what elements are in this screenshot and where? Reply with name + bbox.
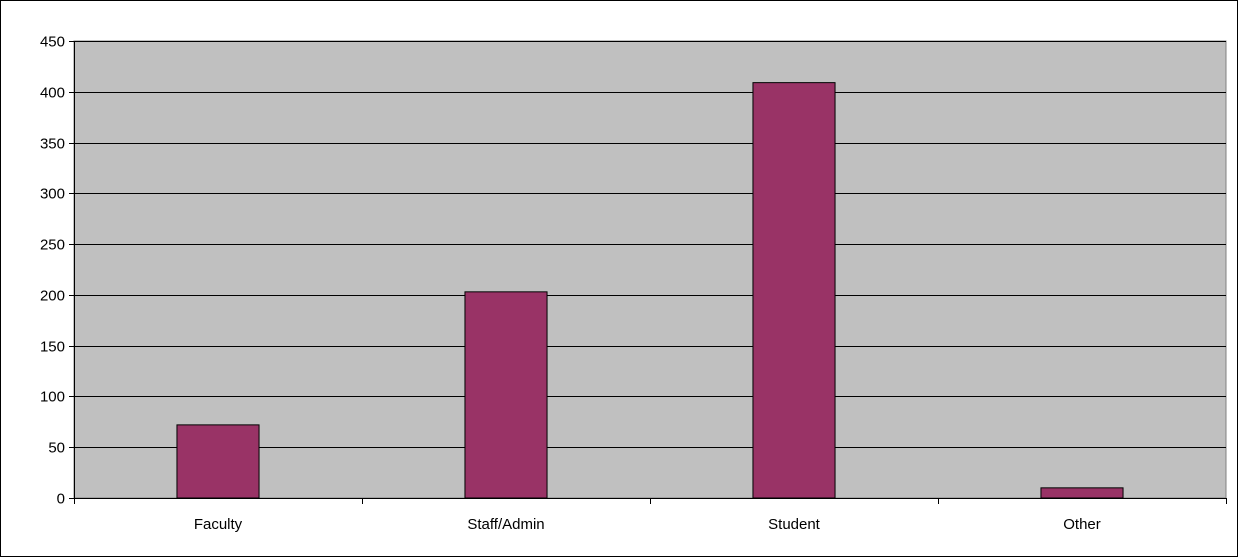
- plot-area: [73, 40, 1227, 499]
- y-tick-label: 300: [40, 186, 65, 203]
- x-tick-label: Faculty: [194, 516, 243, 533]
- bar-faculty: [176, 424, 260, 499]
- y-tick-label: 150: [40, 339, 65, 356]
- y-tick-label: 250: [40, 237, 65, 254]
- x-tick-label: Staff/Admin: [467, 516, 544, 533]
- y-tick-label: 100: [40, 389, 65, 406]
- y-tick-label: 400: [40, 85, 65, 102]
- x-tick-label: Other: [1063, 516, 1101, 533]
- y-axis: 0 50 100 150 200 250 300 350 400 450: [40, 34, 75, 508]
- x-axis: Faculty Staff/Admin Student Other: [74, 498, 1227, 533]
- x-tick-label: Student: [768, 516, 821, 533]
- y-tick-label: 50: [48, 440, 65, 457]
- bar-other: [1040, 487, 1124, 499]
- y-tick-label: 200: [40, 288, 65, 305]
- bar-student: [752, 82, 836, 499]
- bars: [176, 82, 1124, 499]
- y-tick-label: 450: [40, 34, 65, 51]
- y-tick-label: 0: [57, 491, 65, 508]
- y-tick-label: 350: [40, 136, 65, 153]
- gridlines: [74, 41, 1226, 448]
- bar-staff-admin: [464, 291, 548, 499]
